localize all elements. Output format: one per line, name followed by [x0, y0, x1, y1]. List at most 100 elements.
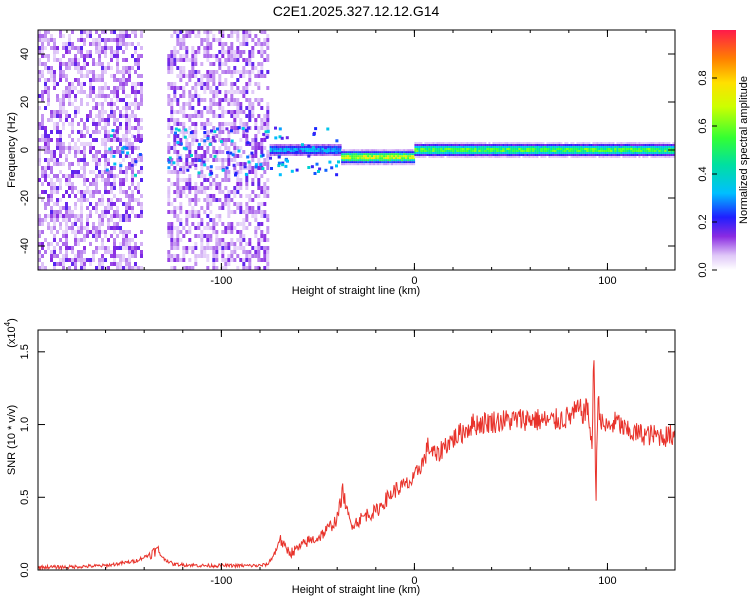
heatmap-cell [492, 142, 495, 144]
heatmap-cell [47, 30, 50, 34]
heatmap-cell [110, 254, 113, 258]
heatmap-cell [191, 214, 195, 218]
heatmap-cell [137, 82, 140, 86]
heatmap-cell [212, 126, 216, 130]
heatmap-cell [194, 242, 198, 246]
heatmap-cell [397, 161, 400, 164]
heatmap-cell [221, 258, 225, 262]
heatmap-cell [59, 62, 62, 66]
heatmap-cell [239, 138, 243, 142]
heatmap-cell [41, 266, 44, 270]
heatmap-cell [399, 149, 402, 152]
heatmap-cell [548, 142, 551, 144]
heatmap-cell [242, 110, 246, 114]
heatmap-cell [77, 170, 80, 174]
heatmap-cell [484, 150, 487, 152]
heatmap-cell [239, 182, 243, 186]
heatmap-cell [239, 206, 243, 210]
heatmap-cell [642, 146, 645, 148]
heatmap-cell [122, 70, 125, 74]
heatmap-cell [552, 150, 555, 152]
heatmap-cell [317, 146, 320, 148]
heatmap-cell [546, 142, 549, 144]
heatmap-cell [367, 153, 370, 156]
heatmap-cell [104, 150, 107, 154]
heatmap-cell [540, 152, 543, 154]
heatmap-cell [128, 194, 131, 198]
heatmap-cell [405, 151, 408, 154]
heatmap-cell [646, 152, 649, 154]
heatmap-cell [167, 166, 171, 170]
heatmap-cell [442, 142, 445, 144]
heatmap-cell [56, 186, 59, 190]
heatmap-cell [116, 150, 119, 154]
heatmap-cell [245, 166, 249, 170]
heatmap-cell [56, 58, 59, 62]
heatmap-cell [38, 178, 41, 182]
heatmap-cell [176, 66, 180, 70]
heatmap-cell [59, 134, 62, 138]
heatmap-cell [538, 148, 541, 150]
heatmap-cell [92, 194, 95, 198]
heatmap-cell [351, 149, 354, 152]
heatmap-cell [634, 142, 637, 144]
heatmap-cell [107, 114, 110, 118]
heatmap-cell [83, 54, 86, 58]
heatmap-cell [365, 155, 368, 158]
heatmap-cell [71, 226, 74, 230]
heatmap-cell [251, 166, 255, 170]
heatmap-cell [170, 106, 174, 110]
heatmap-cell [206, 106, 210, 110]
heatmap-cell [206, 178, 210, 182]
heatmap-cell [343, 159, 346, 162]
heatmap-cell [167, 226, 171, 230]
heatmap-cell [101, 62, 104, 66]
heatmap-cell [229, 151, 233, 155]
heatmap-cell [399, 161, 402, 164]
heatmap-cell [65, 62, 68, 66]
heatmap-cell [195, 139, 199, 143]
heatmap-cell [113, 262, 116, 266]
heatmap-cell [564, 144, 567, 146]
heatmap-cell [128, 106, 131, 110]
heatmap-cell [248, 206, 252, 210]
heatmap-cell [436, 154, 439, 156]
heatmap-cell [167, 146, 171, 150]
heatmap-cell [47, 226, 50, 230]
heatmap-cell [504, 144, 507, 146]
heatmap-cell [128, 122, 131, 126]
heatmap-cell [110, 166, 113, 170]
heatmap-cell [266, 42, 270, 46]
heatmap-cell [137, 118, 140, 122]
heatmap-cell [373, 159, 376, 162]
heatmap-cell [104, 234, 107, 238]
heatmap-cell [71, 222, 74, 226]
heatmap-cell [572, 156, 575, 158]
heatmap-cell [648, 146, 651, 148]
heatmap-cell [53, 46, 56, 50]
heatmap-cell [71, 30, 74, 34]
heatmap-cell [508, 142, 511, 144]
heatmap-cell [98, 234, 101, 238]
heatmap-cell [119, 170, 122, 174]
heatmap-cell [602, 146, 605, 148]
heatmap-cell [170, 66, 174, 70]
heatmap-cell [476, 148, 479, 150]
heatmap-cell [602, 150, 605, 152]
heatmap-cell [47, 194, 50, 198]
heatmap-cell [131, 42, 134, 46]
heatmap-cell [68, 186, 71, 190]
heatmap-cell [71, 58, 74, 62]
heatmap-cell [233, 122, 237, 126]
heatmap-cell [257, 42, 261, 46]
heatmap-cell [672, 142, 675, 144]
heatmap-cell [283, 146, 286, 148]
heatmap-cell [134, 126, 137, 130]
heatmap-cell [266, 230, 270, 234]
heatmap-cell [134, 198, 137, 202]
heatmap-cell [212, 78, 216, 82]
heatmap-cell [203, 178, 207, 182]
heatmap-cell [500, 156, 503, 158]
heatmap-cell [365, 149, 368, 152]
heatmap-cell [121, 150, 125, 154]
